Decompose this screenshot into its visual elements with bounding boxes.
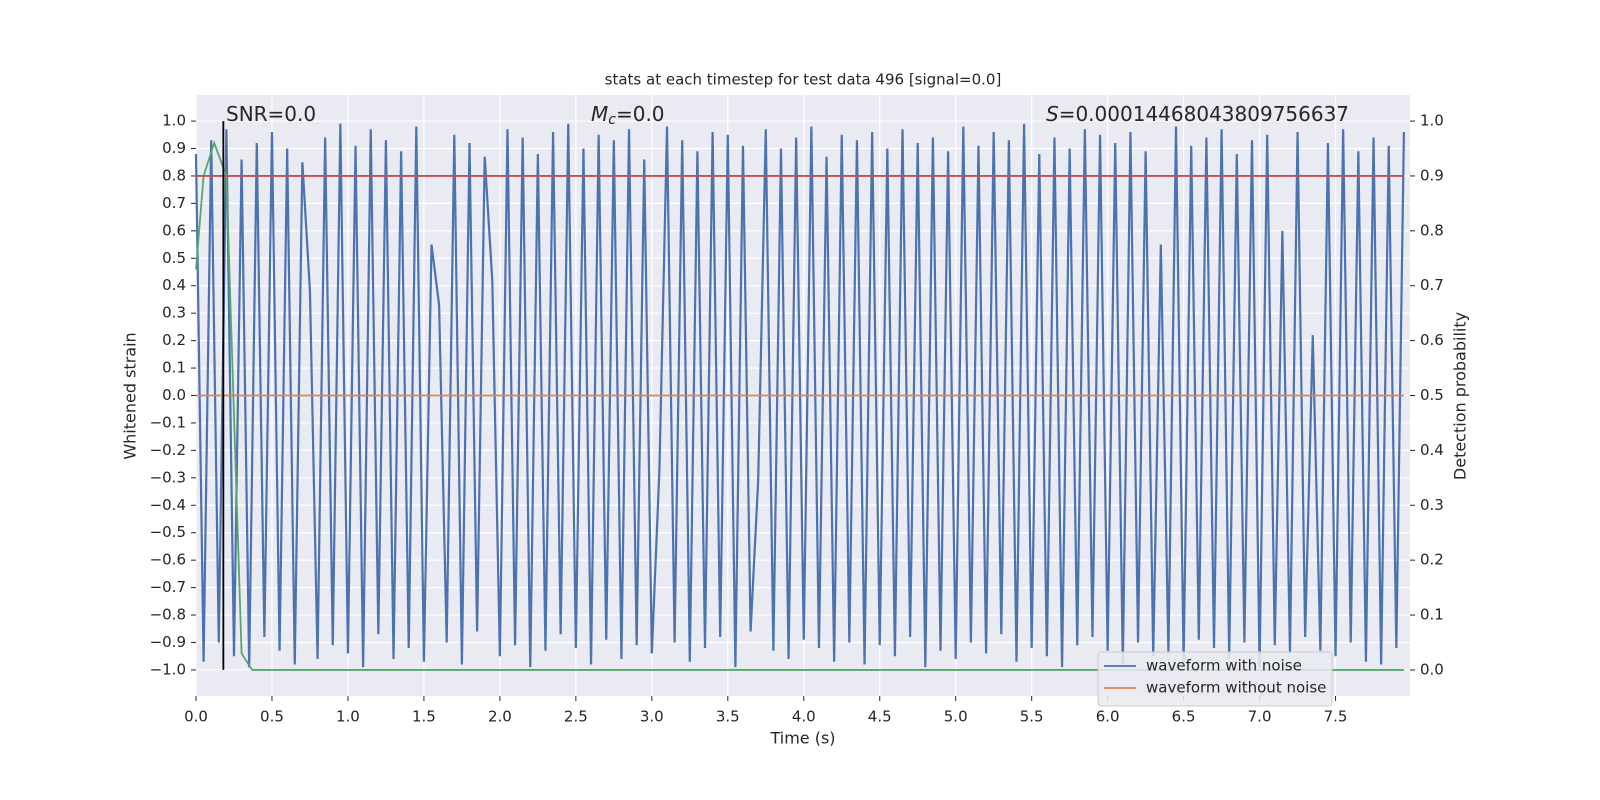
y-tick-label: 0.8 <box>162 166 186 184</box>
chart-title: stats at each timestep for test data 496… <box>605 71 1002 89</box>
x-tick-label: 3.0 <box>640 708 664 726</box>
y-tick-label: 0.2 <box>162 331 186 349</box>
y-tick-label: 0.7 <box>162 194 186 212</box>
annotation: SNR=0.0 <box>226 102 316 126</box>
y-tick-label: −0.1 <box>150 413 186 431</box>
legend: waveform with noise waveform without nois… <box>1097 651 1333 707</box>
annotation-symbol: S <box>1046 102 1059 126</box>
x-tick-label: 0.5 <box>260 708 284 726</box>
x-axis-label: Time (s) <box>769 729 835 748</box>
y2-tick-label: 0.0 <box>1420 660 1444 678</box>
legend-label: waveform with noise <box>1146 657 1302 675</box>
annotation-text: =0.0 <box>616 102 665 126</box>
x-tick-label: 2.0 <box>488 708 512 726</box>
y2-tick-label: 1.0 <box>1420 112 1444 130</box>
y-tick-label: 0.4 <box>162 276 186 294</box>
legend-box <box>1097 651 1333 707</box>
y-tick-label: −0.6 <box>150 551 186 569</box>
y2-tick-label: 0.1 <box>1420 606 1444 624</box>
y-tick-label: −0.9 <box>150 633 186 651</box>
x-tick-label: 0.0 <box>184 708 208 726</box>
y2-tick-label: 0.9 <box>1420 166 1444 184</box>
annotation-text: =0.00014468043809756637 <box>1059 102 1349 126</box>
y2-tick-label: 0.8 <box>1420 221 1444 239</box>
annotation: Mc=0.0 <box>591 102 665 129</box>
y-tick-label: 0.1 <box>162 359 186 377</box>
y2-tick-label: 0.6 <box>1420 331 1444 349</box>
x-tick-label: 4.0 <box>792 708 816 726</box>
y-tick-label: 0.0 <box>162 386 186 404</box>
y-tick-label: −0.8 <box>150 606 186 624</box>
y2-tick-label: 0.2 <box>1420 551 1444 569</box>
y-tick-label: 0.5 <box>162 249 186 267</box>
x-tick-label: 7.5 <box>1324 708 1348 726</box>
y-tick-label: −0.7 <box>150 578 186 596</box>
x-tick-label: 2.5 <box>564 708 588 726</box>
annotation-text: SNR=0.0 <box>226 102 316 126</box>
annotation-subscript: c <box>608 112 616 128</box>
y2-tick-label: 0.4 <box>1420 441 1444 459</box>
y-tick-label: 1.0 <box>162 112 186 130</box>
annotation-symbol: M <box>591 102 608 126</box>
legend-label: waveform without noise <box>1146 679 1326 697</box>
x-tick-label: 7.0 <box>1248 708 1272 726</box>
y-tick-label: −1.0 <box>150 660 186 678</box>
x-tick-label: 6.5 <box>1172 708 1196 726</box>
x-tick-label: 4.5 <box>868 708 892 726</box>
y2-tick-label: 0.3 <box>1420 496 1444 514</box>
x-tick-label: 1.5 <box>412 708 436 726</box>
series-line <box>194 123 1406 668</box>
x-tick-label: 1.0 <box>336 708 360 726</box>
y2-tick-label: 0.5 <box>1420 386 1444 404</box>
x-tick-label: 6.0 <box>1096 708 1120 726</box>
x-tick-label: 5.5 <box>1020 708 1044 726</box>
y-tick-label: 0.6 <box>162 221 186 239</box>
y-tick-label: −0.4 <box>150 496 186 514</box>
annotation: S=0.00014468043809756637 <box>1046 102 1349 126</box>
x-tick-label: 5.0 <box>944 708 968 726</box>
x-tick-label: 3.5 <box>716 708 740 726</box>
y2-tick-label: 0.7 <box>1420 276 1444 294</box>
y-tick-label: −0.2 <box>150 441 186 459</box>
y-tick-label: 0.9 <box>162 139 186 157</box>
y-tick-label: −0.3 <box>150 468 186 486</box>
y-axis-label: Whitened strain <box>121 332 140 459</box>
y2-axis-label: Detection probability <box>1451 312 1470 480</box>
y-tick-label: 0.3 <box>162 304 186 322</box>
y-tick-label: −0.5 <box>150 523 186 541</box>
